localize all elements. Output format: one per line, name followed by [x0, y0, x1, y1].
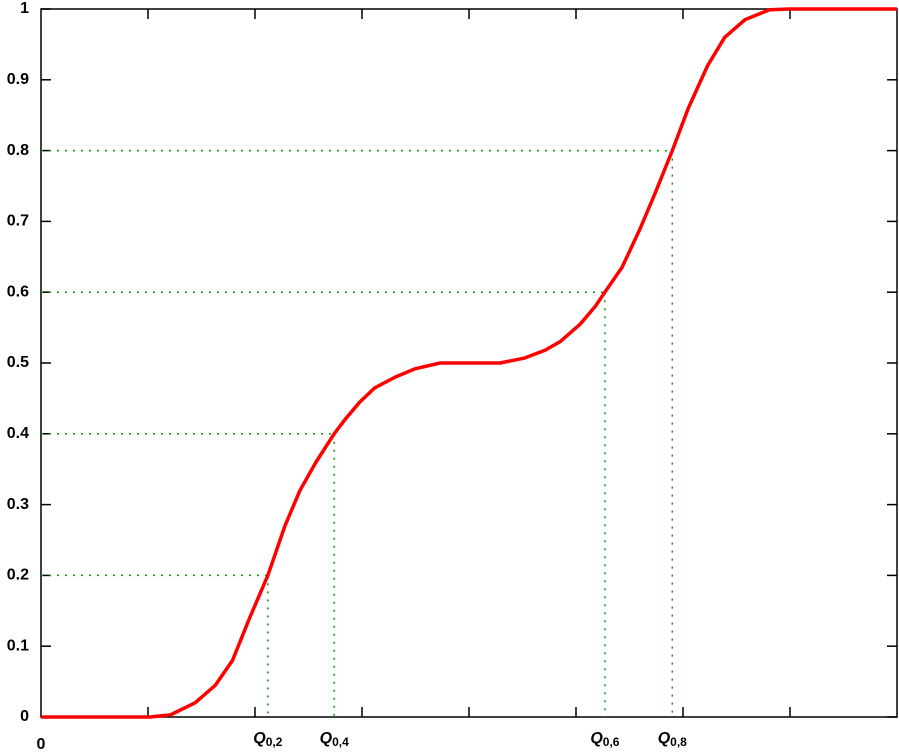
quantile-subscript: 0,4 [332, 735, 349, 749]
quantile-symbol: Q [658, 730, 671, 747]
y-tick-label: 0.8 [7, 142, 29, 159]
quantile-subscript: 0,8 [670, 735, 687, 749]
y-tick-label: 0.7 [7, 213, 29, 230]
quantile-subscript: 0,6 [603, 735, 620, 749]
quantile-label: Q0,2 [253, 730, 282, 749]
y-tick-label: 0.6 [7, 283, 29, 300]
quantile-symbol: Q [253, 730, 266, 747]
y-tick-label: 0.3 [7, 496, 29, 513]
y-tick-label: 0.4 [7, 425, 29, 442]
quantile-symbol: Q [320, 730, 333, 747]
y-tick-label: 0.1 [7, 637, 29, 654]
y-tick-label: 0 [20, 708, 29, 725]
quantile-subscript: 0,2 [266, 735, 283, 749]
y-tick-label: 0.5 [7, 354, 29, 371]
cdf-line [41, 7, 897, 719]
quantile-symbol: Q [590, 730, 603, 747]
quantile-label: Q0,8 [658, 730, 687, 749]
y-tick-label: 0.2 [7, 567, 29, 584]
quantile-label: Q0,6 [590, 730, 619, 749]
y-tick-label: 1 [20, 0, 29, 17]
quantile-label: Q0,4 [320, 730, 349, 749]
y-tick-label: 0.9 [7, 71, 29, 88]
x-tick-label: 0 [37, 736, 46, 753]
